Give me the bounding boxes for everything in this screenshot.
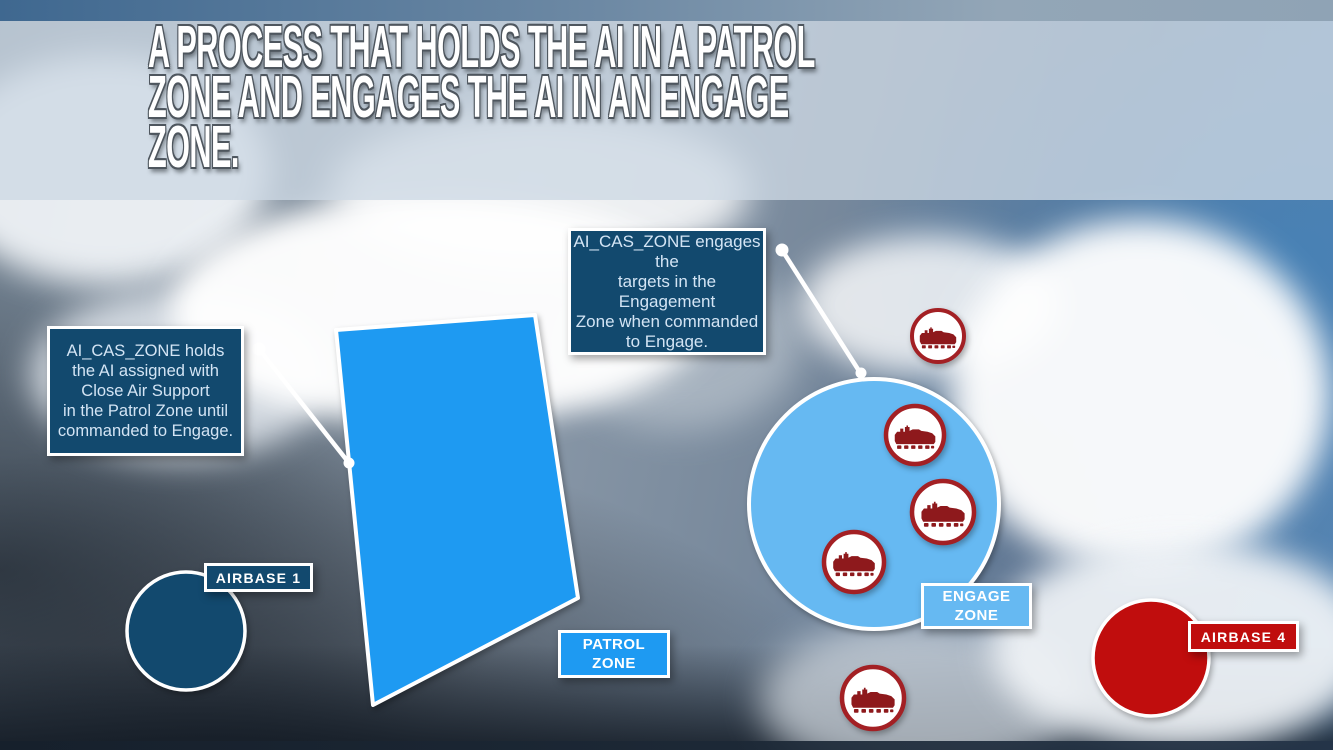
patrol-zone-label-text: PATROL ZONE <box>582 636 646 672</box>
connector-hold <box>252 342 355 469</box>
connector-dot <box>775 243 789 257</box>
airbase-1-label: AIRBASE 1 <box>204 563 313 592</box>
target-tank-icon <box>910 308 966 364</box>
connector-dot <box>252 342 266 356</box>
callout-hold-text: AI_CAS_ZONE holds the AI assigned with C… <box>57 342 234 440</box>
callout-hold-patrol: AI_CAS_ZONE holds the AI assigned with C… <box>47 326 244 456</box>
connector-line <box>780 248 863 376</box>
title-line-3: ZONE. <box>148 114 239 180</box>
target-tank-icon <box>909 478 977 546</box>
target-tank-icon <box>821 529 887 595</box>
cloud <box>950 220 1330 570</box>
title-line-1: A PROCESS THAT HOLDS THE AI IN A PATROL <box>148 14 815 80</box>
callout-engage-text: AI_CAS_ZONE engages the targets in the E… <box>573 231 761 351</box>
title-line-2: ZONE AND ENGAGES THE AI IN AN ENGAGE <box>148 64 789 130</box>
bottom-strip <box>0 741 1333 750</box>
connector-line <box>257 347 351 465</box>
engage-zone-label-text: ENGAGE ZONE <box>942 588 1011 624</box>
engage-zone-label: ENGAGE ZONE <box>921 583 1032 629</box>
patrol-zone-shape <box>334 313 580 707</box>
target-tank-icon <box>883 403 947 467</box>
connector-dot <box>855 367 867 379</box>
connector-engage <box>775 243 867 379</box>
airbase-1-shape <box>125 570 247 692</box>
connector-dot <box>343 457 355 469</box>
airbase-4-label-text: AIRBASE 4 <box>1200 628 1287 645</box>
title-band <box>0 21 1333 200</box>
airbase-1-label-text: AIRBASE 1 <box>215 569 302 586</box>
target-tank-icon <box>839 664 907 732</box>
slide-title: A PROCESS THAT HOLDS THE AI IN A PATROL Z… <box>148 14 1333 180</box>
callout-engage-targets: AI_CAS_ZONE engages the targets in the E… <box>568 228 766 355</box>
patrol-zone-label: PATROL ZONE <box>558 630 670 678</box>
sky-top-strip <box>0 0 1333 21</box>
airbase-4-label: AIRBASE 4 <box>1188 621 1299 652</box>
airbase-4-shape <box>1091 598 1211 718</box>
